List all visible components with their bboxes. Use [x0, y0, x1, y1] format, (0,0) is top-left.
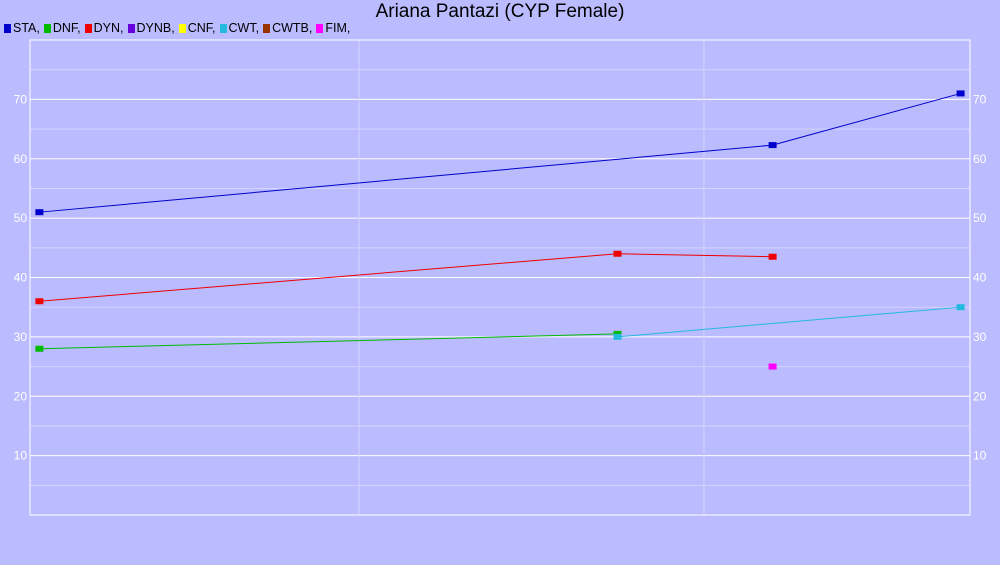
y-tick-label-left: 10 [14, 449, 28, 463]
data-point [768, 142, 777, 149]
series-line [39, 92, 961, 213]
legend-swatch [84, 23, 92, 33]
legend-label: CWTB, [272, 21, 313, 35]
data-point [35, 345, 44, 352]
y-tick-label-right: 20 [973, 389, 987, 403]
legend-label: DYNB, [136, 21, 175, 35]
data-point [956, 90, 965, 97]
y-tick-label-left: 20 [14, 389, 28, 403]
legend-item: STA, [4, 21, 40, 35]
data-point [768, 253, 777, 260]
y-tick-label-left: 60 [14, 152, 28, 166]
y-tick-label-left: 40 [14, 271, 28, 285]
legend-swatch [43, 23, 51, 33]
legend: STA, DNF, DYN, DYNB, CNF, CWT, CWTB, FIM, [4, 21, 354, 35]
legend-item: CNF, [178, 21, 216, 35]
legend-item: CWTB, [263, 21, 312, 35]
chart-title: Ariana Pantazi (CYP Female) [375, 1, 625, 22]
legend-swatch [316, 23, 324, 33]
data-point [956, 304, 965, 311]
y-tick-label-left: 70 [14, 92, 28, 106]
data-point [613, 333, 622, 340]
y-tick-label-right: 50 [973, 211, 987, 225]
legend-swatch [4, 23, 11, 33]
y-tick-label-right: 10 [973, 449, 987, 463]
legend-label: CWT, [228, 21, 260, 35]
legend-item: DYN, [84, 21, 124, 35]
y-tick-label-left: 50 [14, 211, 28, 225]
legend-label: STA, [13, 21, 40, 35]
legend-swatch [178, 23, 186, 33]
legend-label: FIM, [325, 21, 351, 35]
y-tick-label-right: 60 [973, 152, 987, 166]
data-point [613, 250, 622, 257]
data-point [35, 298, 44, 305]
y-tick-label-right: 70 [973, 92, 987, 106]
legend-label: CNF, [187, 21, 216, 35]
legend-item: DYNB, [127, 21, 175, 35]
data-point [768, 363, 777, 370]
y-tick-label-right: 30 [973, 330, 987, 344]
plot-frame [29, 39, 971, 516]
legend-swatch [127, 23, 135, 33]
y-tick-label-right: 40 [973, 271, 987, 285]
legend-item: CWT, [219, 21, 260, 35]
legend-label: DNF, [52, 21, 81, 35]
legend-item: FIM, [316, 21, 350, 35]
y-tick-label-left: 30 [14, 330, 28, 344]
series-line [39, 333, 618, 350]
series-line [617, 306, 961, 338]
legend-swatch [219, 23, 227, 33]
legend-swatch [263, 23, 271, 33]
data-point [35, 209, 44, 216]
legend-label: DYN, [93, 21, 124, 35]
legend-item: DNF, [43, 21, 81, 35]
